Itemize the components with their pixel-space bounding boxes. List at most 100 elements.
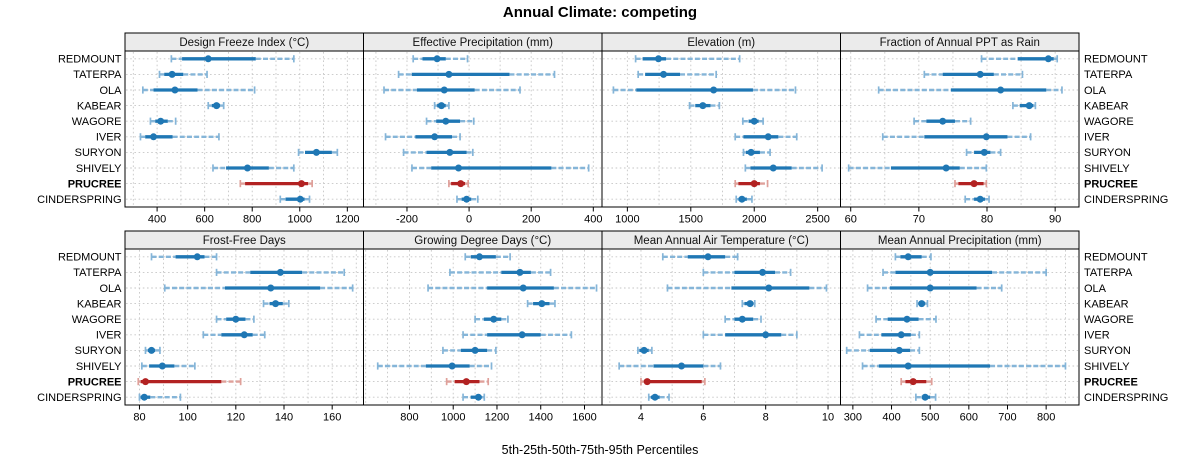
site-label-right: WAGORE (1084, 116, 1134, 128)
median-dot (980, 148, 988, 156)
panel-fraction-of-annual-ppt-as-rain: Fraction of Annual PPT as Rain 60 70 80 90 (840, 32, 1080, 226)
median-dot (976, 195, 984, 203)
site-label-left: IVER (96, 330, 122, 342)
percentile-interval (734, 133, 798, 141)
median-dot (738, 315, 746, 323)
median-dot (140, 393, 148, 401)
percentile-interval (526, 300, 556, 308)
median-dot (272, 300, 280, 308)
median-dot (148, 346, 155, 354)
median-dot (296, 195, 304, 203)
percentile-interval (847, 164, 988, 172)
site-label-right: IVER (1084, 132, 1110, 144)
axis-tick-label: 1000 (441, 412, 465, 424)
panel-mean-annual-air-temperature-c: Mean Annual Air Temperature (°C) 4 6 8 10 (601, 230, 841, 424)
site-label-left: PRUCREE (68, 178, 122, 190)
median-dot (926, 268, 934, 276)
median-dot (769, 164, 777, 172)
x-axis: -200 0 200 400 (396, 207, 602, 226)
percentile-interval (384, 133, 461, 141)
x-axis: 300 400 500 600 700 800 (844, 405, 1055, 424)
site-label-right: PRUCREE (1084, 178, 1138, 190)
median-dot (171, 86, 179, 94)
percentile-interval (742, 148, 771, 156)
percentile-interval (647, 393, 670, 401)
median-dot (490, 315, 498, 323)
median-dot (168, 70, 176, 78)
percentile-interval (900, 378, 933, 386)
percentile-interval (427, 284, 598, 292)
panel-title: Design Freeze Index (°C) (179, 37, 309, 49)
percentile-interval (141, 362, 196, 370)
percentile-interval (1012, 102, 1037, 110)
site-label-left: KABEAR (77, 100, 122, 112)
median-dot (243, 164, 251, 172)
site-label-left: SHIVELY (76, 163, 122, 175)
median-dot (516, 268, 524, 276)
median-dot (455, 164, 463, 172)
percentile-interval (462, 393, 486, 401)
site-label-left: REDMOUNT (58, 54, 122, 66)
axis-tick-label: 2000 (742, 214, 766, 226)
x-axis: 1000 1500 2000 2500 (615, 207, 830, 226)
panel-design-freeze-index-c: Design Freeze Index (°C) 400 600 800 1000 120… (124, 32, 364, 226)
panel-frost-free-days: Frost-Free Days 80 100 120 140 160 (124, 230, 364, 424)
percentile-interval (402, 148, 474, 156)
median-dot (921, 393, 929, 401)
median-dot (942, 164, 950, 172)
percentile-interval (861, 362, 1067, 370)
site-label-left: IVER (96, 132, 122, 144)
axis-tick-label: 10 (822, 412, 834, 424)
percentile-interval (412, 55, 469, 63)
percentile-interval (139, 133, 220, 141)
median-dot (433, 55, 441, 63)
panel-title: Fraction of Annual PPT as Rain (880, 37, 1040, 49)
percentile-interval (881, 133, 1032, 141)
axis-tick-label: -200 (396, 214, 418, 226)
percentile-interval (637, 346, 653, 354)
site-label-right: OLA (1084, 85, 1107, 97)
axis-tick-label: 4 (638, 412, 644, 424)
site-label-left: CINDERSPRING (37, 392, 121, 404)
axis-tick-label: 700 (998, 412, 1016, 424)
median-dot (764, 133, 772, 141)
panel-mean-annual-precipitation-mm: Mean Annual Precipitation (mm) 300 400 500 6… (840, 230, 1080, 424)
percentile-interval (448, 180, 470, 188)
percentile-interval (141, 86, 256, 94)
median-dot (710, 86, 718, 94)
x-axis: 4 6 8 10 (638, 405, 834, 424)
site-label-left: CINDERSPRING (37, 194, 121, 206)
axis-tick-label: 2500 (805, 214, 829, 226)
site-label-right: KABEAR (1084, 100, 1129, 112)
median-dot (431, 133, 439, 141)
axis-tick-label: 1000 (288, 214, 312, 226)
median-dot (762, 331, 770, 339)
figure-title: Annual Climate: competing (502, 4, 698, 21)
median-dot (678, 362, 685, 370)
median-dot (746, 300, 754, 308)
gridlines (126, 250, 363, 404)
median-dot (445, 70, 453, 78)
median-dot (462, 378, 470, 386)
axis-tick-label: 500 (921, 412, 939, 424)
median-dot (897, 331, 905, 339)
plot-area (840, 50, 1080, 208)
median-dot (463, 195, 471, 203)
panel-title: Mean Annual Air Temperature (°C) (634, 235, 809, 247)
median-dot (518, 331, 526, 339)
percentile-interval (433, 102, 450, 110)
site-label-right: SHIVELY (1084, 163, 1130, 175)
percentile-interval (158, 70, 208, 78)
percentile-interval (858, 331, 921, 339)
percentile-interval (913, 117, 972, 125)
median-dot (747, 148, 755, 156)
site-label-left: PRUCREE (68, 376, 122, 388)
site-label-right: REDMOUNT (1084, 252, 1148, 264)
percentile-interval (150, 253, 218, 261)
median-dot (442, 117, 450, 125)
axis-tick-label: 200 (522, 214, 540, 226)
site-label-right: REDMOUNT (1084, 54, 1148, 66)
percentile-interval (383, 86, 521, 94)
panel-title: Effective Precipitation (mm) (413, 37, 554, 49)
percentile-interval (456, 195, 479, 203)
